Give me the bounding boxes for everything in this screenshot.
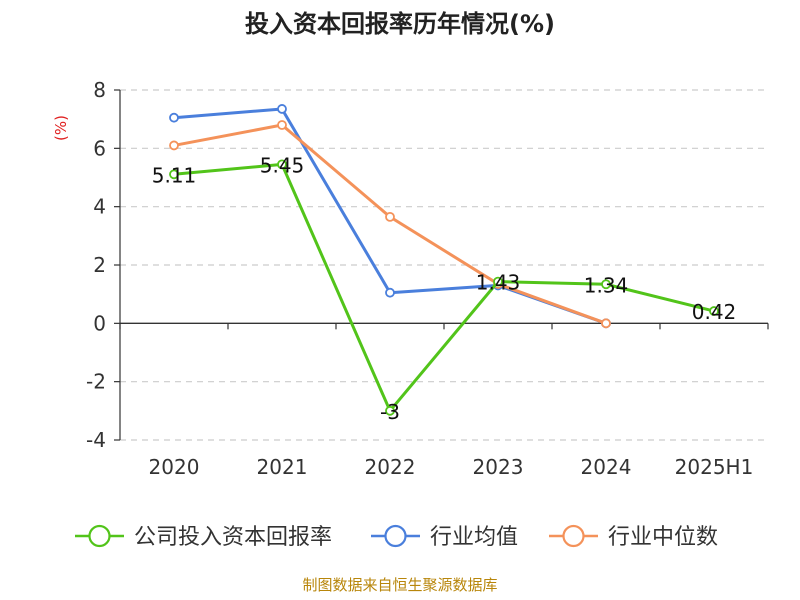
x-tick-label: 2022 xyxy=(365,455,416,479)
data-label: -3 xyxy=(380,400,400,424)
y-tick-label: 0 xyxy=(93,311,106,335)
data-point xyxy=(169,169,179,180)
data-point xyxy=(385,211,395,222)
data-point xyxy=(601,318,611,329)
x-tick-label: 2024 xyxy=(581,455,632,479)
data-point xyxy=(385,287,395,298)
x-tick-label: 2021 xyxy=(257,455,308,479)
source-note: 制图数据来自恒生聚源数据库 xyxy=(302,576,498,594)
y-tick-label: 4 xyxy=(93,195,106,219)
data-point xyxy=(169,140,179,151)
y-tick-label: 2 xyxy=(93,253,106,277)
data-point xyxy=(277,104,287,114)
x-tick-label: 2025H1 xyxy=(675,455,754,479)
x-tick-label: 2023 xyxy=(473,455,524,479)
series-line xyxy=(173,162,715,413)
y-tick-label: 6 xyxy=(93,136,106,160)
data-label: 5.45 xyxy=(260,153,305,177)
data-point xyxy=(709,306,719,316)
data-label: 1.43 xyxy=(476,271,521,295)
y-tick-label: 8 xyxy=(93,78,106,102)
y-tick-label: -4 xyxy=(86,428,106,452)
y-tick-label: -2 xyxy=(86,370,106,394)
chart-title: 投入资本回报率历年情况(%) xyxy=(245,10,555,38)
y-axis-unit-label: (%) xyxy=(52,115,70,141)
x-tick-label: 2020 xyxy=(149,455,200,479)
legend-swatch-marker xyxy=(88,524,111,548)
legend-swatch-marker xyxy=(384,524,407,548)
legend-swatch-marker xyxy=(562,524,585,548)
data-point xyxy=(601,279,611,290)
legend-label: 行业中位数 xyxy=(608,525,718,550)
data-point xyxy=(277,159,287,170)
data-label: 0.42 xyxy=(692,300,737,324)
data-point xyxy=(277,120,287,130)
data-label: 5.11 xyxy=(152,163,197,187)
legend-label: 公司投入资本回报率 xyxy=(134,525,332,550)
legend-label: 行业均值 xyxy=(430,525,518,550)
data-point xyxy=(385,405,395,416)
data-label: 1.34 xyxy=(584,273,629,297)
data-point xyxy=(169,112,179,123)
data-point xyxy=(493,276,503,287)
